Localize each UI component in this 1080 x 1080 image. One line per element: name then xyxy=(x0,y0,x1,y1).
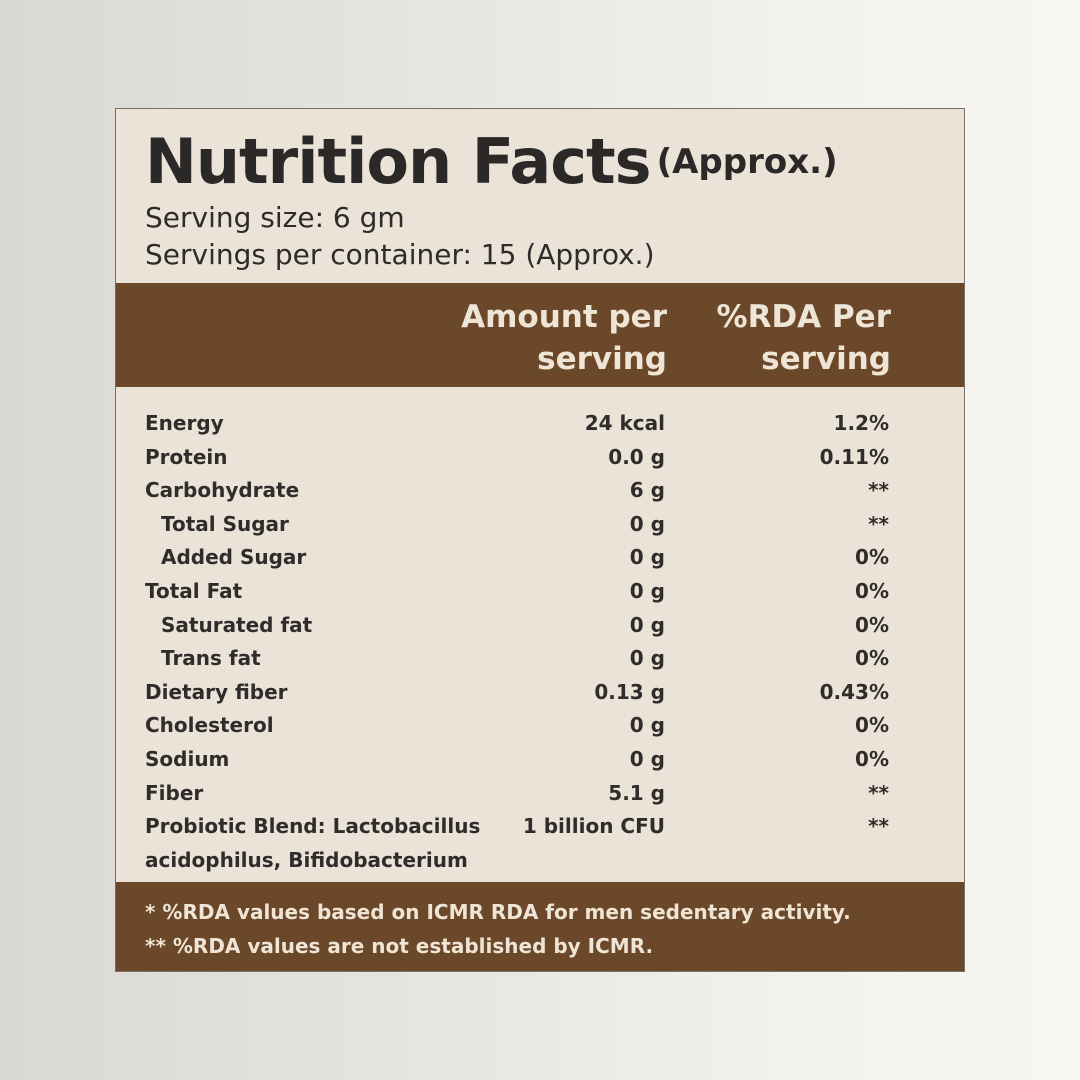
nutrition-facts-label: Nutrition Facts (Approx.) Serving size: 6… xyxy=(115,108,965,972)
nutrient-row-total-fat: Total Fat 0 g 0% xyxy=(116,575,964,609)
nutrient-rda: ** xyxy=(868,511,889,536)
nutrient-rda: ** xyxy=(868,478,889,503)
nutrient-name: Saturated fat xyxy=(161,612,313,637)
nutrient-row-fiber: Fiber 5.1 g ** xyxy=(116,777,964,811)
nutrient-rda: 0% xyxy=(855,646,889,671)
label-title: Nutrition Facts (Approx.) xyxy=(145,131,838,193)
nutrient-rda: 0.11% xyxy=(819,444,889,469)
nutrient-name: Added Sugar xyxy=(161,545,307,570)
nutrient-amount: 0 g xyxy=(629,746,665,771)
nutrient-amount: 0.13 g xyxy=(594,679,665,704)
rda-column-header: %RDA Per serving xyxy=(716,299,891,377)
nutrient-row-total-sugar: Total Sugar 0 g ** xyxy=(116,508,964,542)
nutrient-row-trans-fat: Trans fat 0 g 0% xyxy=(116,642,964,676)
footnote-rda-basis: * %RDA values based on ICMR RDA for men … xyxy=(145,900,851,924)
serving-size-text: Serving size: 6 gm xyxy=(145,201,405,234)
nutrient-rda: ** xyxy=(868,814,889,839)
nutrient-row-sodium: Sodium 0 g 0% xyxy=(116,743,964,777)
nutrient-amount: 1 billion CFU xyxy=(522,814,665,839)
nutrient-amount: 0 g xyxy=(629,713,665,738)
nutrient-name: Protein xyxy=(145,444,228,469)
nutrient-amount: 6 g xyxy=(629,478,665,503)
nutrient-rda: 1.2% xyxy=(833,411,889,435)
nutrient-name: Fiber xyxy=(145,780,204,805)
nutrient-name: Carbohydrate xyxy=(145,478,300,503)
nutrient-rda: 0.43% xyxy=(819,679,889,704)
nutrient-row-added-sugar: Added Sugar 0 g 0% xyxy=(116,541,964,575)
label-header: Nutrition Facts (Approx.) Serving size: 6… xyxy=(116,109,964,283)
nutrient-row-carbohydrate: Carbohydrate 6 g ** xyxy=(116,474,964,508)
nutrient-name: Dietary fiber xyxy=(145,679,288,704)
nutrient-name: Sodium xyxy=(145,746,230,771)
title-main: Nutrition Facts xyxy=(145,125,652,198)
nutrient-rda: 0% xyxy=(855,746,889,771)
nutrient-rda: ** xyxy=(868,780,889,805)
footnote-rda-not-established: ** %RDA values are not established by IC… xyxy=(145,934,654,958)
nutrient-rda: 0% xyxy=(855,578,889,603)
nutrient-table: Energy 24 kcal 1.2% Protein 0.0 g 0.11% … xyxy=(116,407,964,905)
footnote-band: * %RDA values based on ICMR RDA for men … xyxy=(116,882,964,971)
title-approx-suffix: (Approx.) xyxy=(656,142,838,182)
nutrient-name: Cholesterol xyxy=(145,713,274,738)
nutrient-row-saturated-fat: Saturated fat 0 g 0% xyxy=(116,609,964,643)
nutrient-name: Probiotic Blend: Lactobacillus acidophil… xyxy=(145,814,481,905)
amount-column-header: Amount per serving xyxy=(461,299,667,377)
nutrient-row-cholesterol: Cholesterol 0 g 0% xyxy=(116,709,964,743)
nutrient-amount: 0 g xyxy=(629,578,665,603)
nutrient-amount: 0 g xyxy=(629,646,665,671)
nutrient-amount: 0 g xyxy=(629,545,665,570)
nutrient-row-energy: Energy 24 kcal 1.2% xyxy=(116,407,964,441)
nutrient-amount: 5.1 g xyxy=(608,780,665,805)
nutrient-name: Total Sugar xyxy=(161,511,289,536)
nutrient-amount: 0.0 g xyxy=(608,444,665,469)
nutrient-name: Trans fat xyxy=(161,646,261,671)
nutrient-name: Energy xyxy=(145,411,224,435)
nutrient-amount: 0 g xyxy=(629,511,665,536)
nutrient-amount: 0 g xyxy=(629,612,665,637)
column-header-band: Amount per serving %RDA Per serving xyxy=(116,283,964,387)
nutrient-rda: 0% xyxy=(855,545,889,570)
servings-per-container-text: Servings per container: 15 (Approx.) xyxy=(145,238,655,271)
nutrient-rda: 0% xyxy=(855,612,889,637)
nutrient-row-probiotic-blend: Probiotic Blend: Lactobacillus acidophil… xyxy=(116,810,964,905)
nutrient-amount: 24 kcal xyxy=(584,411,665,435)
nutrient-row-protein: Protein 0.0 g 0.11% xyxy=(116,441,964,475)
nutrient-row-dietary-fiber: Dietary fiber 0.13 g 0.43% xyxy=(116,676,964,710)
nutrient-name: Total Fat xyxy=(145,578,243,603)
nutrient-rda: 0% xyxy=(855,713,889,738)
